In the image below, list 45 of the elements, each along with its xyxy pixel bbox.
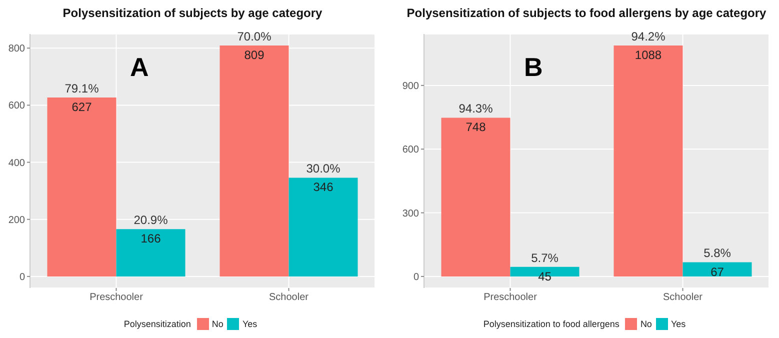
annotation: B <box>524 52 543 83</box>
chart-title: Polysensitization of subjects by age category <box>62 6 324 20</box>
annotation: 20.9% <box>134 213 168 228</box>
y-tick-label: 600 <box>402 144 420 156</box>
annotation: 30.0% <box>306 162 341 176</box>
x-tick-label: Preschooler <box>90 292 144 304</box>
y-tick-label: 0 <box>19 272 26 284</box>
bar <box>47 97 116 276</box>
x-tick-label: Preschooler <box>484 292 538 304</box>
annotation: A <box>130 52 149 83</box>
y-tick-label: 300 <box>402 208 420 220</box>
legend-title: Polysensitization to food allergens <box>483 319 620 329</box>
y-tick-label: 0 <box>413 272 420 284</box>
legend-label: Yes <box>241 318 258 330</box>
data-label: 346 <box>313 180 334 194</box>
y-tick-label: 400 <box>8 158 26 169</box>
x-tick-label: Schooler <box>269 292 310 304</box>
data-label: 1088 <box>634 48 662 62</box>
bar <box>682 262 752 276</box>
data-label: 627 <box>72 100 92 114</box>
annotation: 5.7% <box>531 250 559 265</box>
annotation: 94.2% <box>631 30 666 44</box>
annotation: 5.8% <box>704 246 732 260</box>
x-tick-label: Schooler <box>663 292 704 304</box>
chart-title: Polysensitization of subjects to food allergens by age category <box>406 6 768 20</box>
bar <box>116 229 186 276</box>
bar <box>288 178 358 276</box>
bar <box>614 46 683 276</box>
y-tick-label: 600 <box>8 100 26 112</box>
y-tick-label: 800 <box>8 44 26 55</box>
bar <box>441 118 510 276</box>
annotation: 70.0% <box>237 30 272 44</box>
y-tick-label: 200 <box>8 214 26 226</box>
data-label: 748 <box>466 120 486 134</box>
data-label: 809 <box>244 48 265 62</box>
legend-title: Polysensitization <box>124 319 191 329</box>
data-label: 67 <box>710 264 724 279</box>
legend-label: No <box>210 318 224 330</box>
annotation: 79.1% <box>64 81 100 96</box>
data-label: 166 <box>140 232 162 246</box>
y-tick-label: 900 <box>402 80 420 92</box>
bar <box>220 46 289 276</box>
annotation: 94.3% <box>458 102 494 116</box>
legend-label: No <box>639 318 652 330</box>
legend-label: Yes <box>670 318 686 330</box>
